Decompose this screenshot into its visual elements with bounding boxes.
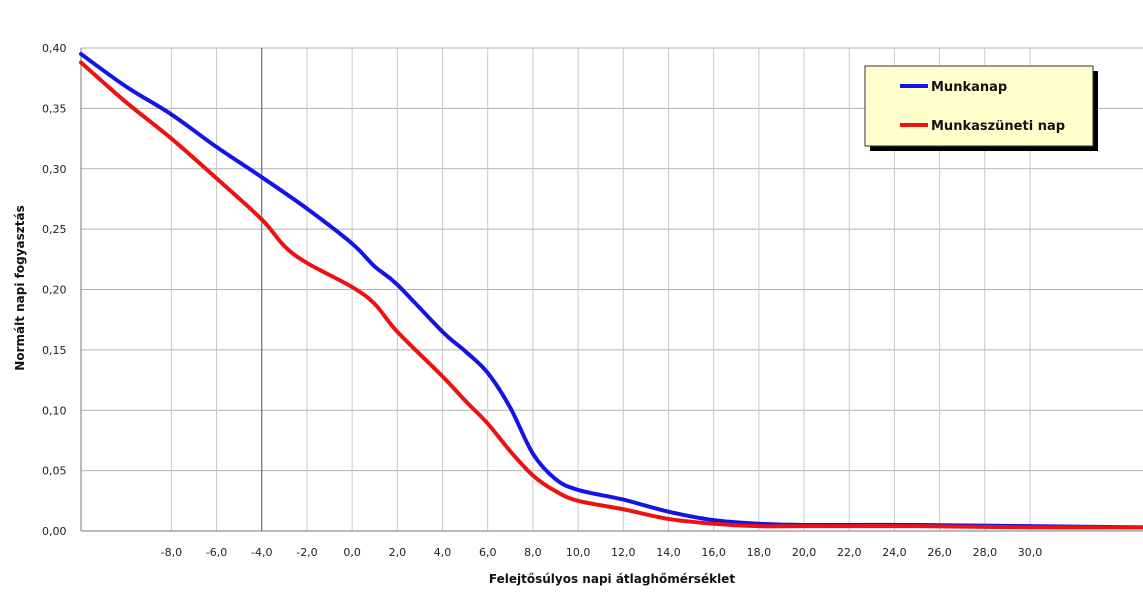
- y-axis-title: Normált napi fogyasztás: [13, 205, 27, 370]
- y-tick-label: 0,35: [42, 102, 67, 115]
- x-tick-label: 28,0: [973, 546, 998, 559]
- y-tick-label: 0,30: [42, 163, 67, 176]
- plot-area: [80, 48, 1143, 532]
- x-tick-label: 26,0: [927, 546, 952, 559]
- x-tick-label: -8,0: [161, 546, 182, 559]
- series-line-munkaszuneti-nap: [79, 60, 1143, 530]
- y-tick-label: 0,05: [42, 465, 67, 478]
- x-axis: -8,0 -6,0 -4,0 -2,0 0,0 2,0 4,0 6,0 8,0 10,0 12,0 1…: [161, 546, 1043, 559]
- x-tick-label: 24,0: [882, 546, 907, 559]
- x-axis-title: Felejtősúlyos napi átlaghőmérséklet: [489, 572, 735, 586]
- x-tick-label: 0,0: [343, 546, 361, 559]
- x-tick-label: -6,0: [206, 546, 227, 559]
- y-tick-label: 0,25: [42, 223, 67, 236]
- x-tick-label: 16,0: [701, 546, 726, 559]
- x-tick-label: -4,0: [251, 546, 272, 559]
- x-tick-label: 4,0: [434, 546, 452, 559]
- x-tick-label: 8,0: [524, 546, 542, 559]
- legend-label-munkaszuneti-nap: Munkaszüneti nap: [931, 119, 1065, 134]
- legend-label-munkanap: Munkanap: [931, 80, 1007, 95]
- y-tick-label: 0,40: [42, 42, 67, 55]
- series-layer: [79, 52, 1143, 530]
- x-tick-label: 12,0: [611, 546, 636, 559]
- grid: [81, 47, 1143, 532]
- x-tick-label: 10,0: [566, 546, 591, 559]
- x-tick-label: 22,0: [837, 546, 862, 559]
- y-tick-label: 0,20: [42, 284, 67, 297]
- y-tick-label: 0,10: [42, 404, 67, 417]
- y-axis: 0,00 0,05 0,10 0,15 0,20 0,25 0,30 0,35 0,40: [42, 42, 67, 538]
- x-tick-label: 14,0: [656, 546, 681, 559]
- legend: Munkanap Munkaszüneti nap: [864, 65, 1098, 151]
- x-tick-label: -2,0: [296, 546, 317, 559]
- x-tick-label: 6,0: [479, 546, 497, 559]
- legend-box: [864, 65, 1094, 147]
- y-tick-label: 0,15: [42, 344, 67, 357]
- x-tick-label: 30,0: [1018, 546, 1043, 559]
- x-tick-label: 18,0: [747, 546, 772, 559]
- y-tick-label: 0,00: [42, 525, 67, 538]
- x-tick-label: 20,0: [792, 546, 817, 559]
- x-tick-label: 2,0: [389, 546, 407, 559]
